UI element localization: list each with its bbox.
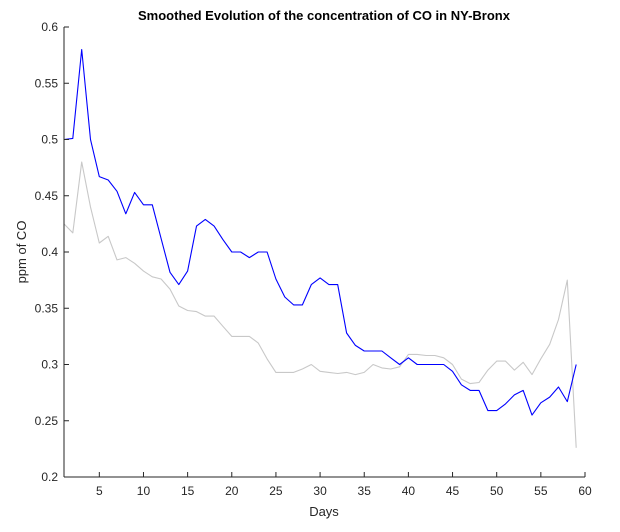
x-tick-label: 10 <box>137 484 151 498</box>
x-tick-label: 5 <box>96 484 103 498</box>
y-axis-label: ppm of CO <box>14 221 29 284</box>
plot-area <box>64 27 585 477</box>
y-tick-label: 0.2 <box>41 470 58 484</box>
y-tick-label: 0.6 <box>41 20 58 34</box>
y-tick-label: 0.55 <box>35 76 59 90</box>
chart-title: Smoothed Evolution of the concentration … <box>138 8 511 23</box>
x-tick-label: 50 <box>490 484 504 498</box>
ticks-layer: 5 10 15 20 25 30 35 40 45 50 55 60 0.2 0.25 0.3 0.35 0.4… <box>35 20 592 498</box>
x-tick-label: 25 <box>269 484 283 498</box>
x-axis-label: Days <box>309 504 339 519</box>
y-tick-label: 0.45 <box>35 189 59 203</box>
y-tick-label: 0.3 <box>41 358 58 372</box>
series-layer <box>63 48 577 448</box>
y-tick-label: 0.5 <box>41 133 58 147</box>
y-tick-label: 0.35 <box>35 301 59 315</box>
series-line-2 <box>63 48 577 416</box>
x-tick-label: 40 <box>402 484 416 498</box>
x-tick-label: 30 <box>313 484 327 498</box>
x-tick-label: 20 <box>225 484 239 498</box>
x-tick-label: 35 <box>358 484 372 498</box>
x-tick-label: 55 <box>534 484 548 498</box>
x-tick-label: 60 <box>578 484 592 498</box>
x-tick-label: 45 <box>446 484 460 498</box>
y-tick-label: 0.4 <box>41 245 58 259</box>
x-tick-label: 15 <box>181 484 195 498</box>
y-tick-label: 0.25 <box>35 414 59 428</box>
series-line-1 <box>63 161 577 448</box>
